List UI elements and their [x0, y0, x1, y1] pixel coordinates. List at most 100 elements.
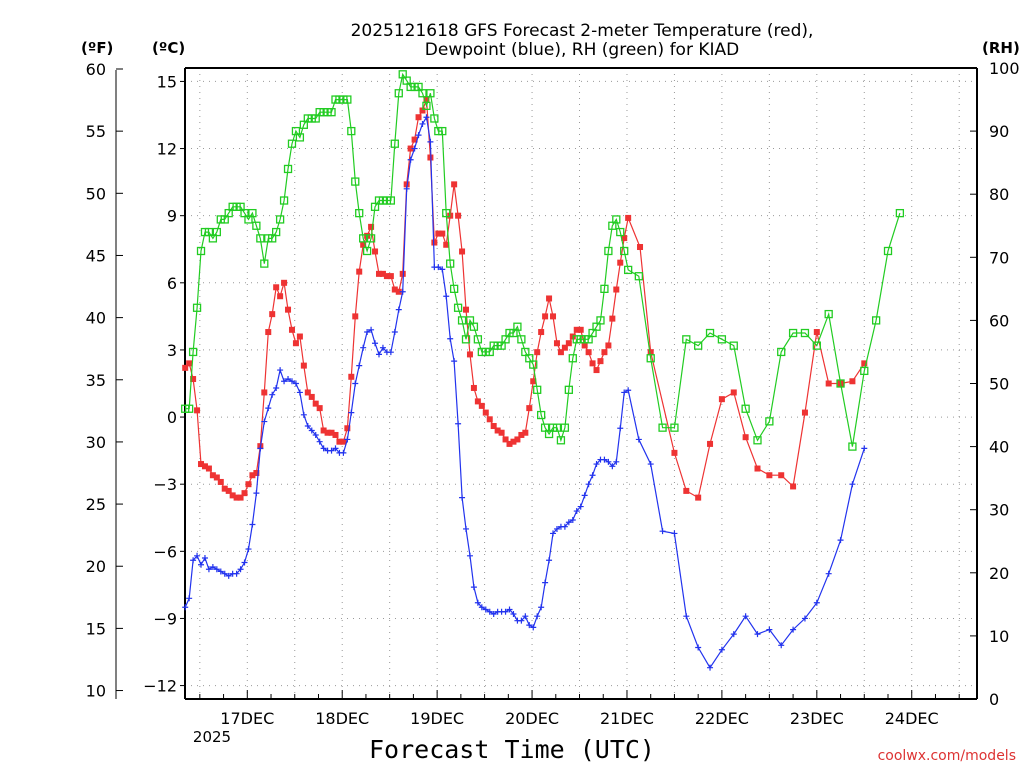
data-point: [466, 351, 473, 358]
data-point: [415, 132, 422, 139]
x-tick-label: 17DEC: [220, 709, 274, 728]
data-point: [522, 429, 529, 436]
data-point: [332, 445, 339, 452]
data-point: [459, 494, 466, 501]
data-point: [518, 617, 525, 624]
data-point: [474, 599, 481, 606]
data-point: [344, 425, 351, 432]
data-point: [581, 492, 588, 499]
data-point: [526, 622, 533, 629]
data-point: [192, 303, 202, 312]
x-tick-label: 23DEC: [790, 709, 844, 728]
data-point: [340, 449, 347, 456]
data-point: [403, 185, 410, 192]
celsius-tick-label: 15: [157, 72, 177, 91]
data-point: [201, 555, 208, 562]
data-point: [407, 145, 414, 152]
data-point: [534, 349, 541, 356]
data-point: [281, 378, 288, 385]
data-point: [585, 481, 592, 488]
data-point: [260, 259, 269, 268]
data-point: [526, 405, 533, 412]
data-point: [360, 344, 367, 351]
data-point: [647, 461, 654, 468]
data-point: [506, 606, 513, 613]
data-point: [883, 246, 893, 256]
data-point: [593, 367, 600, 374]
data-point: [419, 107, 426, 114]
fahrenheit-tick-label: 25: [86, 495, 106, 514]
data-point: [186, 595, 193, 602]
data-point: [463, 306, 470, 313]
data-point: [778, 642, 785, 649]
data-point: [217, 568, 224, 575]
data-point: [800, 328, 810, 338]
data-point: [281, 279, 288, 286]
data-point: [288, 378, 295, 385]
data-point: [285, 306, 292, 313]
data-point: [860, 366, 869, 376]
data-point: [707, 664, 714, 671]
data-point: [249, 472, 256, 479]
celsius-tick-label: 3: [167, 341, 177, 360]
x-tick-label: 21DEC: [600, 709, 654, 728]
data-point: [694, 341, 703, 350]
data-point: [395, 288, 402, 295]
data-point: [245, 546, 252, 553]
data-point: [455, 212, 462, 219]
data-point: [837, 537, 844, 544]
data-point: [292, 340, 299, 347]
data-point: [498, 429, 505, 436]
x-tick-label: 19DEC: [410, 709, 464, 728]
data-point: [269, 391, 276, 398]
data-point: [646, 354, 655, 363]
data-point: [717, 335, 727, 344]
data-point: [824, 309, 833, 319]
data-point: [553, 340, 560, 347]
data-point: [395, 306, 402, 313]
data-point: [707, 440, 714, 447]
data-point: [328, 429, 335, 436]
data-point: [355, 208, 364, 218]
data-point: [533, 385, 542, 394]
data-point: [265, 405, 272, 412]
data-point: [256, 234, 265, 243]
data-point: [836, 379, 845, 388]
data-point: [394, 89, 403, 98]
data-point: [600, 284, 609, 294]
data-point: [435, 230, 442, 237]
data-point: [182, 364, 189, 371]
data-point: [190, 557, 197, 564]
data-point: [670, 423, 679, 432]
data-point: [364, 329, 371, 336]
data-point: [569, 516, 576, 523]
data-point: [252, 221, 261, 230]
data-point: [194, 552, 201, 559]
data-point: [455, 420, 462, 427]
data-point: [347, 126, 356, 136]
x-tick-label: 18DEC: [315, 709, 369, 728]
data-point: [718, 646, 725, 653]
data-point: [577, 503, 584, 510]
data-point: [849, 481, 856, 488]
data-point: [620, 246, 629, 256]
data-point: [777, 347, 786, 357]
data-point: [671, 530, 678, 537]
data-point: [308, 427, 315, 434]
data-point: [366, 234, 376, 243]
data-point: [671, 449, 678, 456]
data-point: [705, 328, 715, 338]
data-point: [449, 284, 459, 294]
x-axis-label: Forecast Time (UTC): [369, 735, 655, 764]
data-point: [190, 376, 197, 383]
data-point: [801, 615, 808, 622]
data-point: [316, 438, 323, 445]
data-point: [431, 239, 438, 246]
data-point: [609, 315, 616, 322]
data-point: [237, 566, 244, 573]
fahrenheit-tick-label: 10: [86, 682, 106, 701]
data-point: [390, 139, 399, 148]
data-point: [848, 442, 857, 451]
data-point: [387, 273, 394, 280]
data-point: [609, 463, 616, 470]
